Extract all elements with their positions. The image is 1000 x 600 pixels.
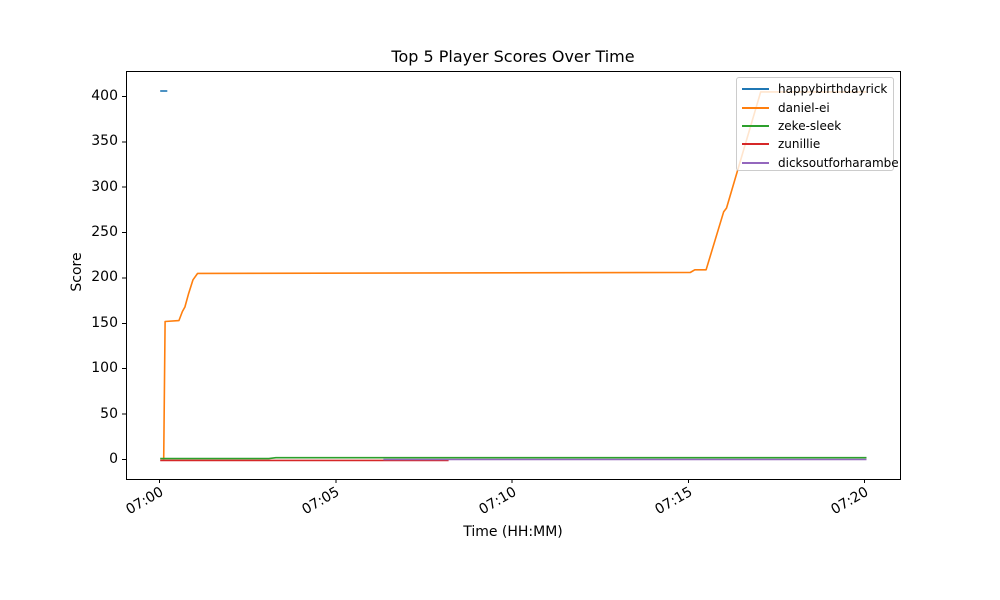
y-tick-label: 150 — [91, 314, 118, 331]
legend-swatch-line — [742, 143, 769, 146]
series-line-zeke-sleek — [160, 456, 867, 460]
legend-entry: daniel-ei — [742, 98, 893, 116]
chart-title: Top 5 Player Scores Over Time — [391, 47, 635, 66]
series-line-daniel-ei — [162, 91, 867, 460]
y-tick-label: 50 — [100, 405, 118, 422]
legend-entry-label: zeke-sleek — [778, 118, 842, 133]
legend-entry: zeke-sleek — [742, 117, 893, 135]
y-tick-label: 0 — [109, 450, 118, 467]
y-axis-label: Score — [69, 252, 85, 292]
y-tick-label: 100 — [91, 360, 118, 377]
legend-swatch-line — [742, 124, 769, 127]
legend-entry-label: daniel-ei — [778, 100, 830, 115]
legend: happybirthdayrick daniel-ei zeke-sleek zuni… — [736, 77, 899, 172]
y-tick-label: 200 — [91, 269, 118, 286]
legend-entry: happybirthdayrick — [742, 80, 893, 98]
y-tick-label: 350 — [91, 133, 118, 150]
y-tick-label: 300 — [91, 178, 118, 195]
y-tick-label: 400 — [91, 87, 118, 104]
legend-swatch-line — [742, 106, 769, 109]
legend-swatch-line — [742, 88, 769, 91]
x-axis-label: Time (HH:MM) — [463, 524, 563, 540]
legend-entry-label: zunillie — [778, 137, 821, 152]
legend-entry: zunillie — [742, 135, 893, 153]
axes-spines — [126, 71, 901, 480]
legend-entry: dicksoutforharambe — [742, 154, 899, 172]
legend-entry-label: happybirthdayrick — [778, 82, 888, 97]
legend-entry-label: dicksoutforharambe — [778, 155, 899, 170]
legend-swatch-line — [742, 161, 769, 164]
y-tick-label: 250 — [91, 224, 118, 241]
